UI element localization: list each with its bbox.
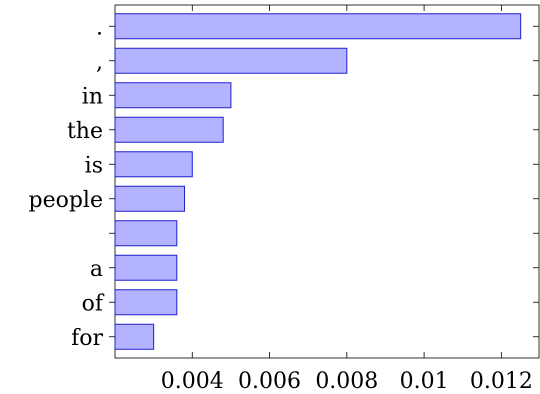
plot-area-frame (114, 4, 540, 359)
bar-1 (114, 47, 348, 74)
bar-8 (114, 289, 178, 316)
y-tick-label-2: in (82, 84, 103, 109)
y-tick-label-9: for (71, 326, 103, 351)
x-tick-label-3: 0.01 (400, 369, 449, 394)
bars-group (114, 13, 522, 350)
bar-7 (114, 254, 178, 281)
bar-4 (114, 151, 193, 178)
bar-3 (114, 116, 224, 143)
x-tick-label-4: 0.012 (470, 369, 533, 394)
y-tick-label-5: people (29, 188, 104, 213)
y-tick-label-0: . (96, 15, 103, 40)
x-tick-label-0: 0.004 (161, 369, 224, 394)
y-tick-label-1: , (96, 50, 103, 75)
x-tick-label-2: 0.008 (315, 369, 378, 394)
bar-0 (114, 13, 522, 40)
bar-6 (114, 220, 178, 247)
bar-9 (114, 323, 155, 350)
bar-2 (114, 82, 232, 109)
bar-5 (114, 185, 186, 212)
y-ticks-group: ., in the is people a of for (29, 15, 539, 351)
y-tick-label-4: is (85, 153, 103, 178)
y-tick-label-7: a (90, 257, 103, 282)
y-tick-label-8: of (82, 291, 105, 316)
y-tick-label-3: the (67, 119, 103, 144)
x-ticks-group: 0.004 0.006 0.008 0.01 0.012 (161, 5, 533, 394)
x-tick-label-1: 0.006 (238, 369, 301, 394)
